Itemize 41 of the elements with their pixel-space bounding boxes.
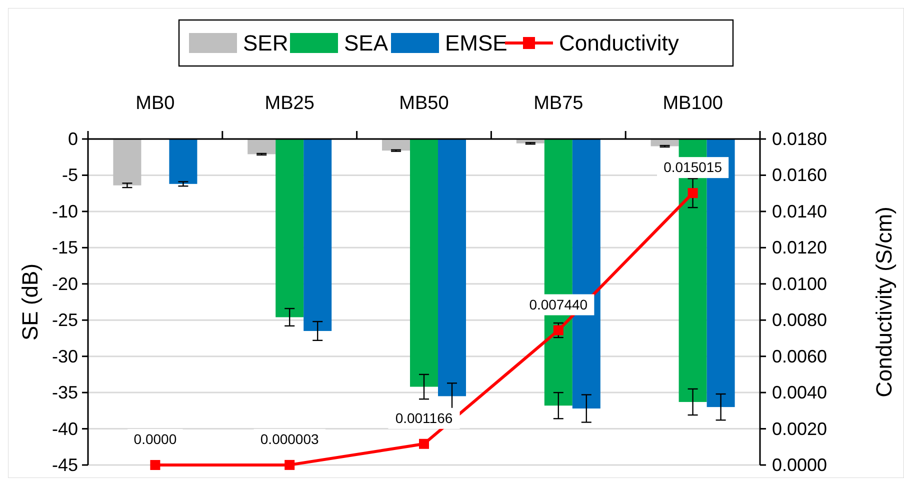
point: [553, 325, 564, 336]
x-tick-label: MB100: [662, 93, 723, 114]
point: [688, 188, 698, 198]
y2-tick-label: 0.0080: [772, 310, 828, 330]
y-tick-label: -30: [52, 346, 78, 366]
point: [150, 460, 160, 470]
x-tick-label: MB75: [534, 93, 584, 114]
x-tick-label: MB0: [136, 93, 175, 114]
y-tick-label: 0: [68, 129, 78, 149]
y-tick-label: -5: [62, 165, 78, 186]
x-tick-label: MB25: [264, 93, 314, 114]
y2-tick-label: 0.0140: [772, 201, 828, 222]
y2-tick-label: 0.0040: [772, 382, 828, 403]
y2-tick-label: 0.0180: [772, 129, 828, 149]
data-label: 0.001166: [395, 410, 453, 426]
data-label: 0.0000: [134, 431, 177, 447]
y2-axis-title: Conductivity (S/cm): [872, 206, 896, 398]
legend-label: SER: [243, 30, 288, 56]
y-tick-label: -40: [52, 418, 78, 439]
y2-tick-label: 0.0000: [772, 455, 828, 475]
y-tick-label: -15: [52, 238, 78, 258]
x-tick-label: MB50: [399, 93, 449, 114]
data-label: 0.007440: [529, 296, 588, 312]
data-label: 0.000003: [260, 430, 320, 447]
y-tick-label: -35: [52, 382, 78, 403]
y-tick-label: -25: [52, 310, 78, 330]
data-label: 0.015015: [664, 159, 722, 176]
y2-tick-label: 0.0120: [772, 238, 828, 258]
y-axis-title: SE (dB): [18, 263, 42, 341]
legend-label: SEA: [344, 30, 388, 56]
point: [419, 438, 429, 449]
legend-label: Conductivity: [559, 30, 679, 56]
y2-tick-label: 0.0100: [772, 274, 828, 294]
y-tick-label: -20: [52, 274, 78, 294]
y-tick-label: -45: [52, 455, 78, 475]
y-tick-label: -10: [52, 201, 78, 222]
y2-tick-label: 0.0160: [772, 165, 828, 186]
y2-tick-label: 0.0060: [772, 346, 828, 366]
y2-tick-label: 0.0020: [772, 418, 828, 439]
point: [284, 460, 295, 470]
legend-label: EMSE: [445, 30, 508, 56]
